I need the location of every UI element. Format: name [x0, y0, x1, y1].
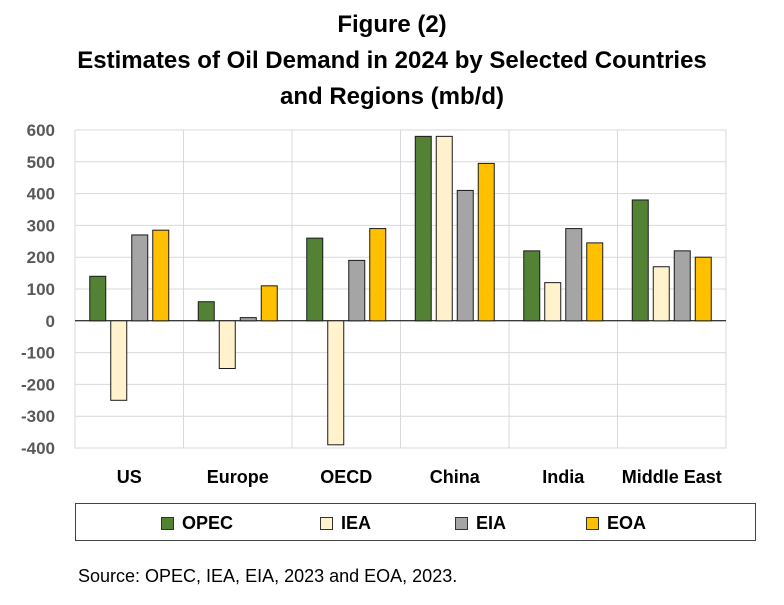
chart-title-line-2: Estimates of Oil Demand in 2024 by Selec…: [77, 47, 707, 74]
y-tick-label: 100: [27, 280, 55, 299]
bar-eia-europe: [239, 317, 257, 322]
x-tick-label: Middle East: [622, 467, 722, 487]
legend: OPEC IEA EIA EOA: [75, 503, 756, 541]
x-tick-label: OECD: [320, 467, 372, 487]
y-tick-label: 300: [27, 216, 55, 235]
bar-opec-us: [89, 275, 107, 322]
y-tick-label: 200: [27, 248, 55, 267]
y-tick-label: 600: [27, 121, 55, 140]
bar-eia-oecd: [348, 259, 366, 322]
bar-opec-oecd: [306, 237, 324, 322]
legend-item-opec: OPEC: [161, 514, 233, 532]
x-tick-label: China: [430, 467, 481, 487]
bar-opec-europe: [197, 301, 215, 322]
bar-eoa-china: [477, 162, 495, 322]
chart-title-line-3: and Regions (mb/d): [280, 83, 504, 110]
y-tick-label: 0: [46, 312, 55, 331]
legend-swatch-eoa: [586, 516, 599, 530]
bar-iea-middle-east: [652, 266, 670, 322]
legend-item-eia: EIA: [455, 514, 506, 532]
bar-chart: 600 500 400 300 200 100 0 -100 -200 -300 -400 US Eur…: [21, 121, 727, 487]
legend-item-eoa: EOA: [586, 514, 646, 532]
bar-eoa-india: [586, 242, 604, 322]
bar-eia-us: [131, 234, 149, 322]
y-tick-label: 500: [27, 153, 55, 172]
legend-item-iea: IEA: [320, 514, 371, 532]
legend-label-opec: OPEC: [182, 513, 234, 533]
bar-iea-europe: [218, 320, 236, 369]
y-tick-label: 400: [27, 185, 55, 204]
legend-swatch-eia: [455, 516, 468, 530]
bar-eia-india: [565, 228, 583, 322]
bar-eoa-middle-east: [694, 256, 712, 322]
x-tick-label: Europe: [207, 467, 269, 487]
bar-iea-india: [544, 282, 562, 322]
y-tick-label: -200: [21, 375, 55, 394]
bar-iea-us: [110, 320, 128, 401]
bar-eia-china: [456, 189, 474, 322]
legend-label-iea: IEA: [341, 513, 372, 533]
bar-iea-oecd: [327, 320, 345, 446]
y-tick-label: -100: [21, 344, 55, 363]
bar-eia-middle-east: [673, 250, 691, 322]
bar-eoa-europe: [260, 285, 278, 322]
y-tick-label: -300: [21, 407, 55, 426]
bar-iea-china: [435, 135, 453, 322]
bar-opec-china: [414, 135, 432, 322]
bar-opec-india: [523, 250, 541, 322]
legend-swatch-opec: [161, 516, 174, 530]
bar-eoa-oecd: [369, 228, 387, 322]
legend-label-eoa: EOA: [607, 513, 647, 533]
legend-swatch-iea: [320, 516, 333, 530]
legend-label-eia: EIA: [476, 513, 507, 533]
bar-eoa-us: [152, 229, 170, 322]
x-tick-label: India: [542, 467, 585, 487]
y-tick-label: -400: [21, 439, 55, 458]
x-tick-label: US: [117, 467, 142, 487]
chart-title-line-1: Figure (2): [337, 11, 447, 38]
source-note: Source: OPEC, IEA, EIA, 2023 and EOA, 20…: [78, 566, 458, 586]
bar-opec-middle-east: [631, 199, 649, 322]
